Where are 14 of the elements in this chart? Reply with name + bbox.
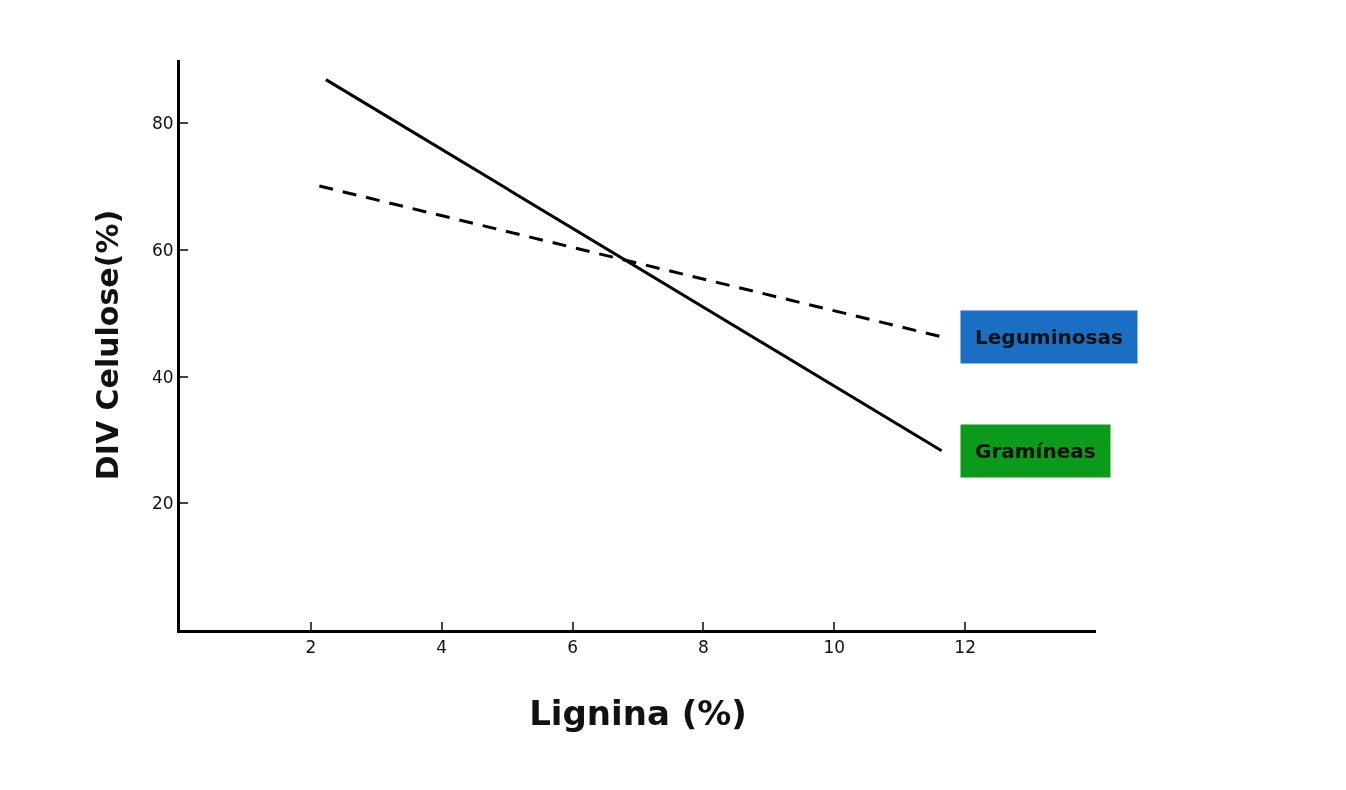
x-tick-label: 10: [823, 637, 846, 658]
x-tick-label: 2: [305, 637, 317, 658]
y-axis-title: DIV Celulose(%): [89, 209, 125, 481]
series-label: Gramíneas: [975, 439, 1096, 463]
x-tick-label: 12: [954, 637, 976, 658]
series-label: Leguminosas: [975, 325, 1123, 349]
x-tick-label: 8: [698, 637, 709, 658]
y-tick-label: 60: [151, 239, 174, 260]
y-tick-label: 80: [151, 113, 174, 134]
y-tick-label: 20: [151, 493, 174, 514]
x-axis-title: Lignina (%): [529, 692, 747, 733]
x-tick-label: 6: [567, 637, 578, 658]
y-tick-label: 40: [151, 366, 174, 387]
x-tick-label: 4: [436, 637, 448, 658]
